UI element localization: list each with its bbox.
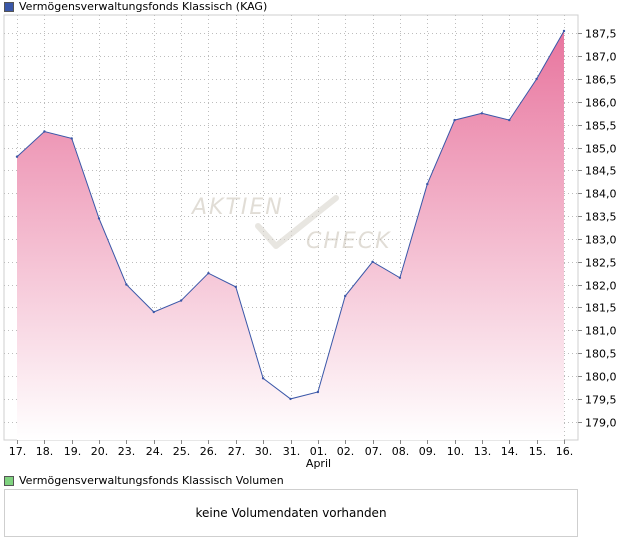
x-tick-sublabel: April bbox=[306, 457, 331, 470]
price-legend-swatch bbox=[4, 2, 14, 12]
x-tick-label: 14. bbox=[501, 445, 519, 458]
x-tick-label: 24. bbox=[146, 445, 164, 458]
y-tick-label: 183,0 bbox=[585, 234, 617, 247]
data-point bbox=[316, 390, 320, 394]
data-point bbox=[70, 137, 73, 140]
data-point bbox=[289, 397, 292, 401]
price-area bbox=[17, 31, 564, 440]
volume-legend-label: Vermögensverwaltungsfonds Klassisch Volu… bbox=[19, 474, 284, 487]
y-tick-label: 180,5 bbox=[585, 348, 617, 361]
data-point bbox=[426, 182, 429, 186]
y-tick-label: 184,5 bbox=[585, 165, 617, 178]
x-tick-label: 16. bbox=[556, 445, 574, 458]
y-tick-label: 186,0 bbox=[585, 97, 617, 110]
data-point bbox=[562, 29, 566, 33]
volume-legend-swatch bbox=[4, 476, 14, 486]
data-point bbox=[97, 217, 101, 220]
y-tick-label: 187,5 bbox=[585, 28, 617, 41]
data-point bbox=[152, 310, 155, 314]
x-tick-label: 23. bbox=[118, 445, 136, 458]
y-tick-label: 182,5 bbox=[585, 257, 617, 270]
data-point bbox=[398, 276, 402, 279]
x-tick-label: 25. bbox=[173, 445, 191, 458]
y-tick-label: 181,0 bbox=[585, 325, 617, 338]
x-tick-label: 31. bbox=[283, 445, 301, 458]
data-point bbox=[508, 118, 511, 122]
x-tick-label: 07. bbox=[365, 445, 383, 458]
y-tick-label: 179,5 bbox=[585, 394, 617, 407]
data-point bbox=[535, 77, 538, 81]
x-tick-label: 10. bbox=[447, 445, 465, 458]
y-tick-label: 184,0 bbox=[585, 188, 617, 201]
data-points bbox=[15, 29, 566, 401]
data-point bbox=[344, 294, 347, 298]
data-point bbox=[15, 155, 19, 158]
x-tick-label: 17. bbox=[9, 445, 27, 458]
volume-empty-message: keine Volumendaten vorhanden bbox=[195, 506, 387, 520]
x-tick-label: 30. bbox=[255, 445, 273, 458]
x-tick-label: 19. bbox=[64, 445, 82, 458]
y-tick-label: 185,5 bbox=[585, 120, 617, 133]
data-point bbox=[453, 118, 456, 122]
x-tick-label: 18. bbox=[36, 445, 54, 458]
y-axis: 179,0 179,5 180,0 180,5 181,0 181,5 182,0 182,5… bbox=[578, 28, 617, 430]
x-tick-label: 26. bbox=[200, 445, 218, 458]
volume-legend: Vermögensverwaltungsfonds Klassisch Volu… bbox=[4, 474, 284, 488]
x-tick-label: 01. bbox=[310, 445, 328, 458]
x-tick-label: 27. bbox=[228, 445, 246, 458]
y-tick-label: 183,5 bbox=[585, 211, 617, 224]
x-tick-label: 08. bbox=[392, 445, 410, 458]
watermark-line1: AKTIEN bbox=[190, 195, 284, 220]
y-tick-label: 182,0 bbox=[585, 280, 617, 293]
x-tick-label: 15. bbox=[529, 445, 547, 458]
y-tick-label: 181,5 bbox=[585, 302, 617, 315]
x-tick-label: 20. bbox=[91, 445, 109, 458]
y-tick-label: 186,5 bbox=[585, 74, 617, 87]
volume-panel: keine Volumendaten vorhanden bbox=[4, 489, 578, 537]
data-point bbox=[125, 283, 128, 286]
y-tick-label: 185,0 bbox=[585, 143, 617, 156]
data-point bbox=[261, 377, 265, 380]
watermark-check-icon bbox=[255, 195, 339, 249]
data-point bbox=[43, 130, 46, 133]
x-tick-label: 09. bbox=[419, 445, 437, 458]
price-chart: AKTIEN CHECK 179,0 179,5 180,0 180,5 181,0 18… bbox=[3, 14, 617, 470]
y-tick-label: 179,0 bbox=[585, 417, 617, 430]
y-tick-label: 180,0 bbox=[585, 371, 617, 384]
watermark-line2: CHECK bbox=[306, 229, 392, 254]
x-axis: 17. 18. 19. 20. 23. 24. 25. 26. 27. 30. 31. 01.Apri… bbox=[9, 440, 574, 470]
x-tick-label: 13. bbox=[474, 445, 492, 458]
x-tick-label: 02. bbox=[337, 445, 355, 458]
price-legend: Vermögensverwaltungsfonds Klassisch (KAG… bbox=[4, 0, 267, 14]
data-point bbox=[480, 112, 484, 115]
price-legend-label: Vermögensverwaltungsfonds Klassisch (KAG… bbox=[19, 0, 268, 13]
watermark: AKTIEN CHECK bbox=[190, 195, 392, 254]
y-tick-label: 187,0 bbox=[585, 51, 617, 64]
data-point bbox=[207, 272, 210, 275]
data-point bbox=[179, 299, 183, 302]
data-point bbox=[371, 260, 374, 263]
data-point bbox=[234, 285, 237, 289]
